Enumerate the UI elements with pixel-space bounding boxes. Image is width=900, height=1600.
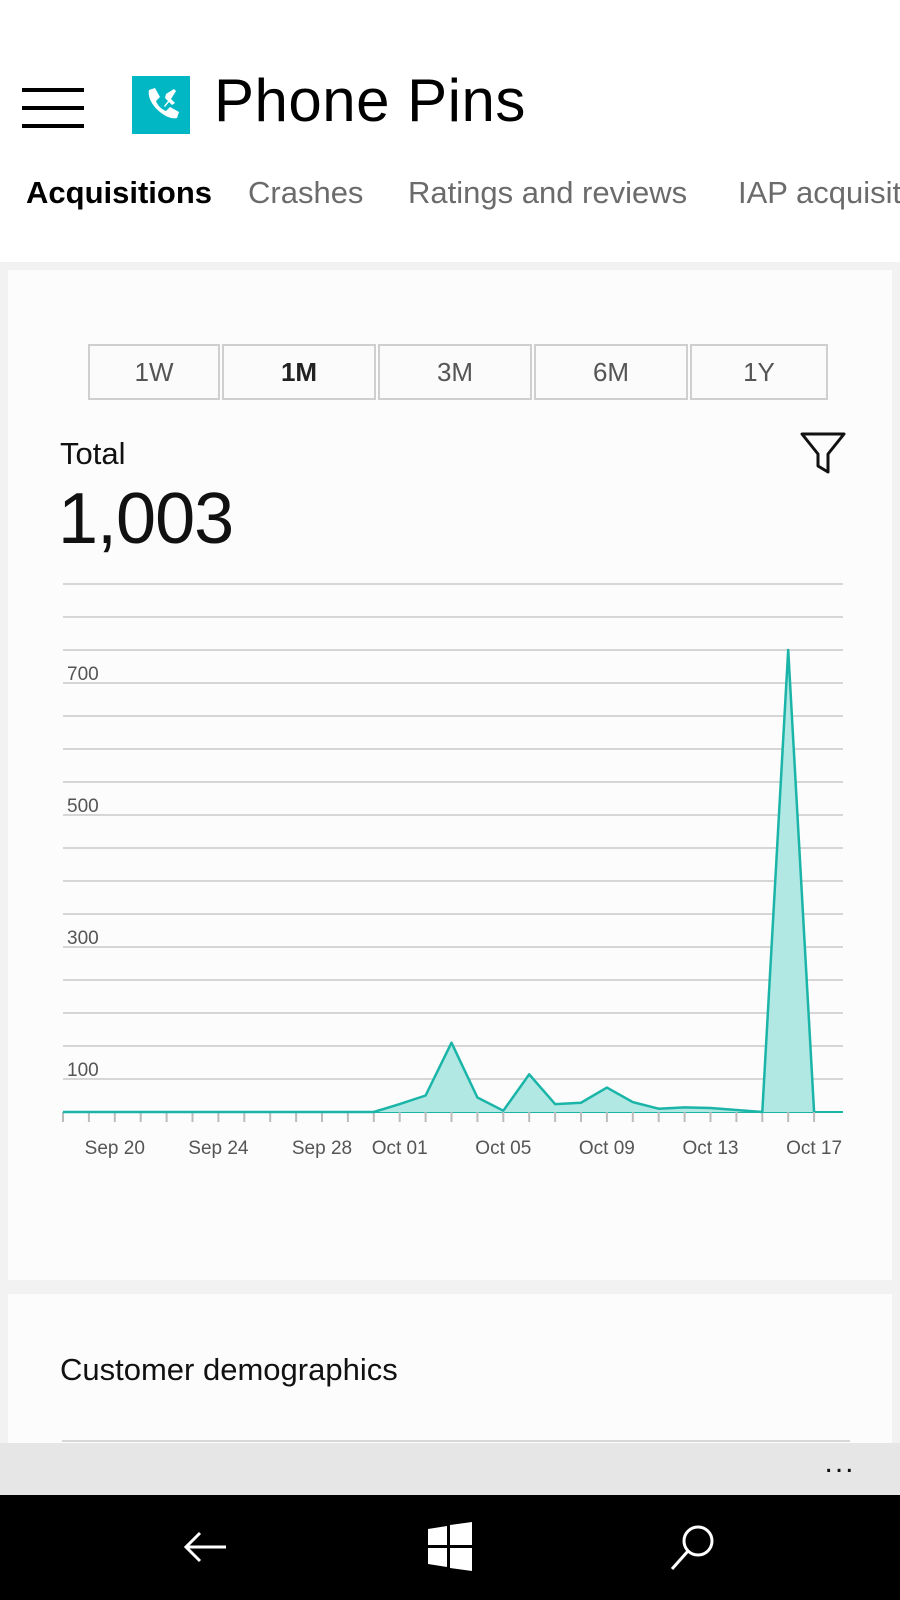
x-tick-label: Sep 20: [85, 1138, 145, 1159]
phone-pin-icon: [132, 76, 190, 134]
range-1m-button[interactable]: 1M: [222, 344, 376, 400]
app-header: Phone Pins Acquisitions Crashes Ratings …: [0, 0, 900, 262]
series-line: [63, 648, 816, 1114]
pivot-tabs: Acquisitions Crashes Ratings and reviews…: [0, 175, 900, 235]
hamburger-menu-icon[interactable]: [22, 88, 84, 128]
total-value: 1,003: [58, 479, 234, 559]
search-icon[interactable]: [664, 1517, 724, 1577]
more-options-button[interactable]: ...: [824, 1446, 856, 1479]
windows-icon[interactable]: [420, 1517, 480, 1577]
range-3m-button[interactable]: 3M: [378, 344, 532, 400]
y-tick-label: 500: [67, 796, 99, 817]
x-tick-label: Oct 05: [475, 1138, 531, 1159]
x-tick-label: Oct 09: [579, 1138, 635, 1159]
range-1y-button[interactable]: 1Y: [690, 344, 828, 400]
total-label: Total: [60, 436, 126, 471]
customer-demographics-card: Customer demographics: [8, 1294, 892, 1444]
tab-ratings-and-reviews[interactable]: Ratings and reviews: [408, 175, 688, 210]
tab-iap-acquisitions[interactable]: IAP acquisit: [738, 175, 900, 210]
x-tick-label: Sep 24: [188, 1138, 249, 1159]
x-tick-label: Oct 17: [786, 1138, 842, 1159]
filter-icon[interactable]: [798, 430, 848, 478]
back-arrow-icon[interactable]: [176, 1517, 236, 1577]
customer-demographics-title: Customer demographics: [60, 1352, 398, 1387]
range-1w-button[interactable]: 1W: [88, 344, 220, 400]
divider: [62, 1440, 850, 1442]
y-tick-label: 700: [67, 664, 99, 685]
tab-acquisitions[interactable]: Acquisitions: [26, 175, 213, 210]
x-tick-label: Oct 01: [372, 1138, 428, 1159]
system-nav-bar: [0, 1495, 900, 1600]
y-tick-label: 300: [67, 928, 99, 949]
acquisitions-card: 1W 1M 3M 6M 1Y Total 1,003 100 300 500 700 S…: [8, 270, 892, 1280]
time-range-selector: 1W 1M 3M 6M 1Y: [88, 344, 828, 404]
range-6m-button[interactable]: 6M: [534, 344, 688, 400]
app-title: Phone Pins: [214, 67, 526, 134]
app-bar: ...: [0, 1443, 900, 1495]
x-tick-label: Oct 13: [683, 1138, 739, 1159]
x-tick-label: Sep 28: [292, 1138, 352, 1159]
tab-crashes[interactable]: Crashes: [248, 175, 364, 210]
acquisitions-area-chart: 100 300 500 700 Sep 20 Sep 24 Sep 28 Oct 01 Oct …: [62, 583, 843, 1159]
y-tick-label: 100: [67, 1060, 99, 1081]
